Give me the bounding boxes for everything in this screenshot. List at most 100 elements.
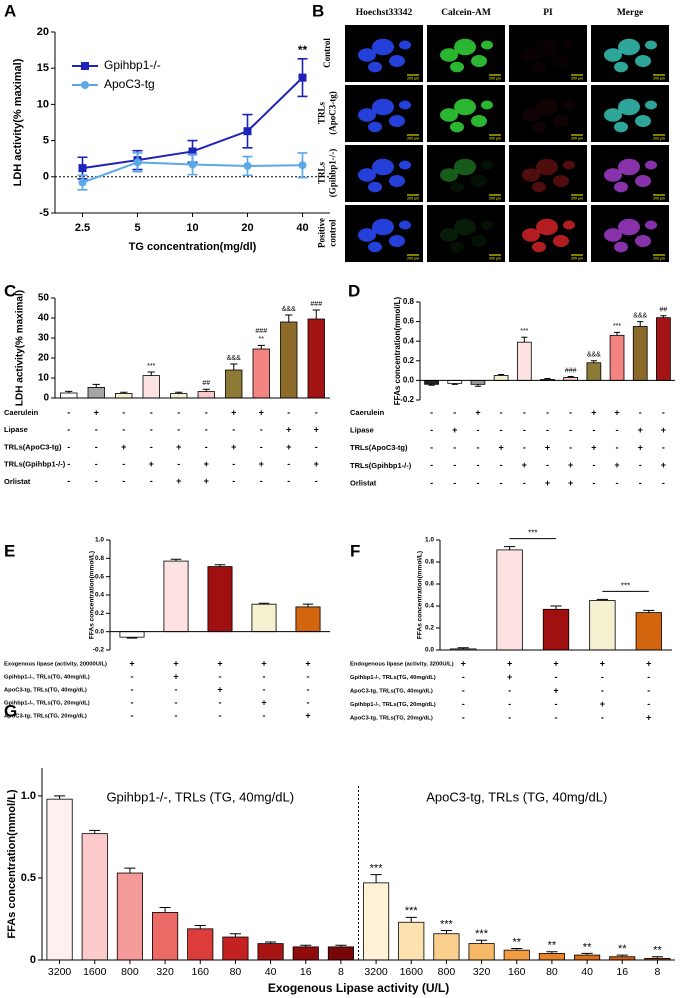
error-bar: [302, 603, 314, 607]
table-sign: -: [150, 442, 153, 452]
table-sign: -: [131, 684, 134, 694]
cell-cluster: [536, 98, 558, 116]
table-sign: +: [591, 443, 596, 453]
table-sign: -: [219, 671, 222, 681]
table-sign: -: [260, 442, 263, 452]
table-sign: -: [150, 407, 153, 417]
cell-cluster: [450, 181, 464, 193]
table-sign: -: [508, 685, 511, 695]
table-sign: -: [500, 460, 503, 470]
cell-cluster: [635, 235, 651, 247]
table-row-label: Exogenous lipase (activity, 20000U/L): [4, 662, 107, 668]
table-sign: -: [219, 697, 222, 707]
error-bar: [214, 564, 226, 567]
table-sign: +: [149, 459, 154, 469]
annotation: ###: [255, 328, 267, 335]
table-sign: -: [131, 697, 134, 707]
y-tick-label: 0.2: [403, 356, 415, 365]
table-sign: -: [67, 425, 70, 435]
cell-cluster: [635, 115, 651, 127]
y-tick-label: 0.2: [425, 625, 434, 632]
table-sign: +: [545, 478, 550, 488]
cells: [522, 98, 575, 133]
table-sign: +: [638, 443, 643, 453]
x-tick-label: 80: [546, 966, 558, 978]
table-sign: +: [614, 460, 619, 470]
x-tick-label: 2.5: [75, 222, 90, 234]
table-sign: -: [639, 478, 642, 488]
bar: [115, 392, 133, 399]
bar: [119, 631, 145, 638]
x-tick-label: 320: [156, 966, 174, 978]
error-bar: [503, 546, 516, 550]
panel-label: E: [4, 541, 15, 560]
x-tick-label: 20: [241, 222, 253, 234]
x-tick-label: 1600: [400, 966, 424, 978]
scale-label: 200 μm: [571, 136, 583, 140]
table-row-label: Gpihbp1-/-, TRLs(TG, 40mg/dL): [4, 675, 90, 681]
cell-cluster: [471, 55, 487, 67]
bar: [187, 928, 214, 961]
error-bar: [230, 363, 238, 370]
table-sign: -: [219, 710, 222, 720]
table-sign: -: [569, 425, 572, 435]
cell-cluster: [454, 98, 476, 116]
cell-cluster: [614, 61, 628, 73]
table-sign: -: [647, 672, 650, 682]
annotation: ***: [475, 928, 489, 940]
cell-cluster: [553, 115, 569, 127]
y-tick-label: 40: [38, 313, 50, 324]
cell-cluster: [471, 235, 487, 247]
error-bar: [405, 916, 417, 923]
table-sign: -: [569, 407, 572, 417]
cell-cluster: [522, 48, 540, 62]
annotation: **: [653, 945, 662, 957]
table-row-label: ApoC3-tg, TRLs(TG, 20mg/dL): [350, 716, 433, 722]
table-sign: -: [315, 442, 318, 452]
table-sign: +: [591, 407, 596, 417]
annotation: **: [512, 936, 521, 948]
cell-cluster: [389, 55, 405, 67]
cell-cluster: [614, 121, 628, 133]
table-sign: -: [430, 443, 433, 453]
scale-label: 200 μm: [407, 136, 419, 140]
cell-cluster: [522, 228, 540, 242]
cell-cluster: [604, 48, 622, 62]
table-row-label: TRLs(Gpihbp1-/-): [350, 461, 412, 470]
table-sign: +: [553, 685, 558, 695]
marker: [188, 147, 197, 156]
bar: [609, 334, 625, 381]
error-bar: [312, 309, 320, 319]
table-sign: -: [430, 460, 433, 470]
table-sign: -: [546, 460, 549, 470]
table-sign: +: [507, 658, 512, 668]
table-sign: -: [647, 685, 650, 695]
cells: [440, 98, 493, 133]
cell-cluster: [389, 175, 405, 187]
table-sign: -: [430, 478, 433, 488]
x-tick-label: 8: [338, 966, 344, 978]
cell-cluster: [372, 38, 394, 56]
table-sign: -: [601, 712, 604, 722]
column-header: Merge: [617, 8, 643, 18]
cell-cluster: [563, 40, 575, 50]
cells: [522, 218, 575, 253]
cell-cluster: [553, 175, 569, 187]
annotation: **: [583, 941, 592, 953]
table-sign: +: [314, 459, 319, 469]
cells: [440, 218, 493, 253]
cell-cluster: [358, 48, 376, 62]
bar: [493, 375, 509, 381]
table-sign: +: [600, 699, 605, 709]
table-row-label: ApoC3-tg, TRLs(TG, 20mg/dL): [4, 714, 87, 720]
table-sign: -: [592, 460, 595, 470]
row-label: Positive: [317, 218, 327, 248]
y-tick-label: 15: [37, 62, 49, 74]
legend-label: ApoC3-tg: [104, 77, 155, 91]
bar: [170, 393, 188, 399]
table-sign: -: [67, 407, 70, 417]
panel-label: G: [4, 701, 17, 720]
panel-label: B: [312, 1, 324, 20]
bar: [81, 833, 108, 961]
